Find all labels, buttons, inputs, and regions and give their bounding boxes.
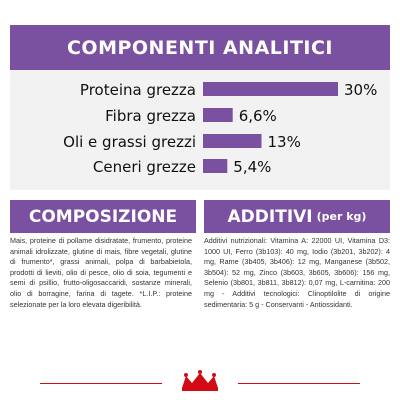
composition-text: Mais, proteine di pollame disidratate, f… (10, 236, 192, 309)
footer-divider-left (40, 383, 162, 384)
nutrient-bar (203, 108, 233, 122)
nutrient-bar-chart: Proteina grezza 30% Fibra grezza 6,6% Oli e … (63, 81, 377, 176)
category-label: Proteina grezza (80, 81, 196, 99)
nutrient-chart-panel: Proteina grezza 30% Fibra grezza 6,6% Oli e … (10, 70, 390, 190)
nutrient-bar (203, 82, 338, 96)
value-label: 13% (268, 133, 301, 151)
footer-divider-right (238, 383, 360, 384)
analytical-components-title: COMPONENTI ANALITICI (66, 36, 334, 59)
value-label: 5,4% (233, 158, 271, 176)
value-label: 6,6% (239, 107, 277, 125)
composition-header: COMPOSIZIONE (10, 200, 196, 233)
additives-header: ADDITIVI (per kg) (204, 200, 390, 233)
analytical-components-header: COMPONENTI ANALITICI (10, 25, 390, 70)
additives-unit: (per kg) (316, 210, 367, 223)
category-label: Fibra grezza (105, 107, 196, 125)
additives-text: Additivi nutrizionali: Vitamina A: 22000… (204, 236, 390, 309)
composition-title: COMPOSIZIONE (28, 206, 178, 227)
category-label: Ceneri grezze (93, 158, 196, 176)
category-label: Oli e grassi grezzi (63, 133, 196, 151)
crown-logo-icon (182, 370, 218, 391)
nutrient-bar (203, 159, 228, 173)
value-label: 30% (344, 81, 377, 99)
nutrient-bar (203, 134, 262, 148)
additives-title: ADDITIVI (227, 206, 313, 227)
